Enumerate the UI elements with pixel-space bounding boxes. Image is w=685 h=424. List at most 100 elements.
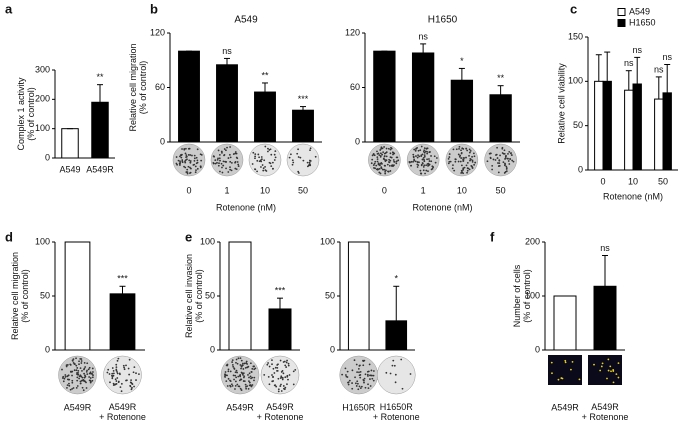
cell-speck xyxy=(80,360,83,362)
cell-speck xyxy=(226,385,229,387)
cell-dot xyxy=(601,362,604,365)
cell-speck xyxy=(274,156,277,159)
cell-speck xyxy=(392,159,395,161)
cell-speck xyxy=(308,161,311,164)
cell-speck xyxy=(179,161,182,164)
cell-speck xyxy=(378,167,381,170)
cell-speck xyxy=(76,385,79,387)
cell-speck xyxy=(367,387,370,390)
cell-speck xyxy=(115,380,118,382)
cell-speck xyxy=(433,155,436,158)
cell-speck xyxy=(462,169,464,171)
cell-speck xyxy=(384,170,387,173)
cell-speck xyxy=(377,152,380,155)
cell-speck xyxy=(292,161,295,164)
cell-speck xyxy=(309,147,312,150)
cell-speck xyxy=(76,367,79,369)
cell-speck xyxy=(81,369,83,372)
cell-speck xyxy=(216,158,219,161)
cell-speck xyxy=(223,153,226,156)
cell-speck xyxy=(234,161,237,163)
cell-speck xyxy=(189,161,192,164)
cell-speck xyxy=(243,376,245,379)
cell-speck xyxy=(271,161,274,164)
cell-speck xyxy=(512,160,515,163)
cell-speck xyxy=(389,159,392,162)
cell-speck xyxy=(362,360,365,363)
cell-speck xyxy=(138,373,140,376)
bar xyxy=(178,50,200,143)
cell-speck xyxy=(465,164,468,167)
bar xyxy=(602,80,612,171)
cell-speck xyxy=(236,383,239,386)
cell-speck xyxy=(297,156,300,158)
cell-speck xyxy=(372,379,375,382)
cell-speck xyxy=(360,385,363,388)
well-image xyxy=(103,355,142,395)
cell-speck xyxy=(117,381,120,384)
cell-speck xyxy=(469,149,472,152)
cell-speck xyxy=(280,376,283,379)
x-tick-label: A549R xyxy=(226,402,254,412)
cell-speck xyxy=(219,170,221,173)
cell-speck xyxy=(254,155,257,158)
cell-speck xyxy=(379,172,382,175)
cell-speck xyxy=(193,154,196,157)
cell-speck xyxy=(76,376,79,379)
cell-speck xyxy=(61,368,63,371)
cell-dot xyxy=(578,378,581,381)
cell-speck xyxy=(86,369,88,372)
cell-speck xyxy=(491,164,494,167)
cell-speck xyxy=(214,159,217,162)
cell-speck xyxy=(288,374,291,376)
cell-speck xyxy=(222,164,225,167)
cell-dot xyxy=(612,369,615,371)
cell-speck xyxy=(466,149,469,152)
cell-speck xyxy=(346,370,349,373)
cell-speck xyxy=(229,380,232,383)
cell-speck xyxy=(223,148,226,150)
y-axis-label: Number of cells(% of control) xyxy=(512,264,532,327)
cell-dot xyxy=(551,372,553,375)
x-tick-label: 1 xyxy=(224,185,229,195)
cell-speck xyxy=(230,383,233,386)
cell-speck xyxy=(68,382,70,385)
cell-speck xyxy=(285,366,288,368)
cell-speck xyxy=(111,377,114,380)
significance-label: ns xyxy=(632,45,642,55)
cell-speck xyxy=(71,387,74,390)
cell-speck xyxy=(380,146,383,149)
cell-speck xyxy=(116,372,119,375)
y-axis-label: Relative cell invasion(% of control) xyxy=(184,254,204,338)
cell-speck xyxy=(217,164,220,167)
cell-speck xyxy=(181,148,183,150)
cell-speck xyxy=(381,162,383,165)
cell-speck xyxy=(68,378,71,381)
cell-speck xyxy=(131,383,134,386)
cell-speck xyxy=(196,148,199,151)
cell-speck xyxy=(194,165,197,168)
cell-speck xyxy=(184,166,187,169)
cell-speck xyxy=(92,371,94,373)
cell-speck xyxy=(236,161,239,163)
cell-speck xyxy=(232,153,235,155)
cell-speck xyxy=(237,385,240,388)
cell-speck xyxy=(135,372,137,375)
cell-speck xyxy=(87,368,90,371)
cell-speck xyxy=(277,388,280,391)
cell-speck xyxy=(362,364,365,367)
cell-speck xyxy=(254,153,257,156)
y-tick-label: 0 xyxy=(355,136,360,146)
cell-speck xyxy=(275,385,278,388)
cell-speck xyxy=(419,149,422,152)
significance-label: ns xyxy=(222,46,232,56)
cell-speck xyxy=(357,388,360,391)
x-tick-label: A549 xyxy=(59,164,80,174)
cell-speck xyxy=(254,157,256,160)
cell-speck xyxy=(133,385,135,388)
cell-speck xyxy=(72,358,75,361)
cell-speck xyxy=(260,156,263,158)
cell-speck xyxy=(413,159,416,162)
cell-speck xyxy=(498,162,501,165)
cell-speck xyxy=(359,373,362,376)
